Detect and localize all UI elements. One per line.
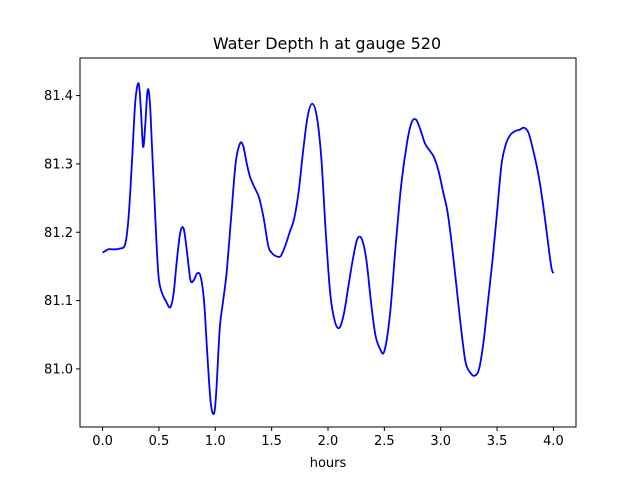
x-tick-label: 1.0: [205, 434, 226, 449]
x-tick-label: 2.5: [374, 434, 395, 449]
x-tick-label: 1.5: [261, 434, 282, 449]
x-tick-label: 3.5: [487, 434, 508, 449]
y-tick-label: 81.0: [44, 362, 73, 377]
y-tick-label: 81.2: [44, 226, 73, 241]
x-tick-label: 4.0: [543, 434, 564, 449]
x-tick-label: 0.5: [149, 434, 170, 449]
series-line-0: [102, 82, 555, 415]
x-axis-label: hours: [310, 456, 347, 471]
x-tick-label: 3.0: [430, 434, 451, 449]
y-tick-label: 81.3: [44, 157, 73, 172]
x-tick-label: 0.0: [92, 434, 113, 449]
y-tick-label: 81.1: [44, 294, 73, 309]
plot-frame: [79, 57, 577, 428]
chart-title: Water Depth h at gauge 520: [213, 34, 441, 53]
x-tick-label: 2.0: [318, 434, 339, 449]
y-tick-label: 81.4: [44, 89, 73, 104]
